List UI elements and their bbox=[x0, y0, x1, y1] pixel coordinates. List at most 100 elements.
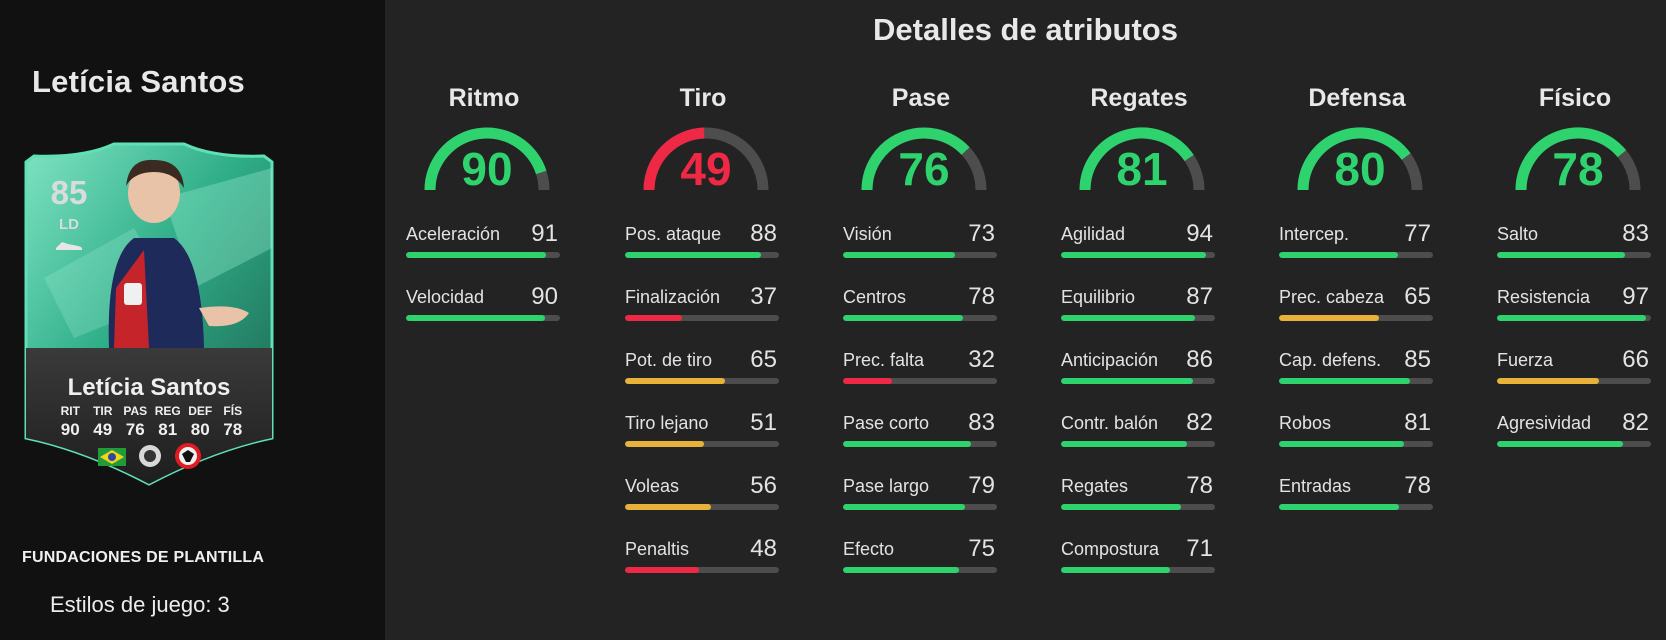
attribute-name: Equilibrio bbox=[1061, 287, 1136, 307]
attribute-bar-fill bbox=[1497, 315, 1647, 321]
attribute-row: Regates 78 bbox=[1059, 472, 1219, 516]
attribute-value: 73 bbox=[968, 220, 995, 247]
playstyles-count: Estilos de juego: 3 bbox=[50, 592, 230, 617]
attribute-bar bbox=[843, 504, 997, 510]
category-title: Regates bbox=[1090, 84, 1188, 112]
attribute-name: Entradas bbox=[1279, 476, 1352, 496]
card-rating: 85 bbox=[50, 174, 88, 211]
card-badges bbox=[98, 443, 201, 469]
attribute-bar bbox=[625, 441, 779, 447]
card-position: LD bbox=[59, 216, 79, 233]
category-rating: 78 bbox=[1552, 143, 1604, 195]
attribute-value: 66 bbox=[1622, 346, 1649, 373]
attribute-bar bbox=[1061, 378, 1215, 384]
attribute-bar-fill bbox=[1279, 378, 1410, 384]
card-stat-value: 76 bbox=[125, 420, 145, 439]
card-stat-label: FÍS bbox=[223, 404, 243, 418]
attribute-row: Centros 78 bbox=[841, 283, 1001, 327]
gauge-fill bbox=[643, 127, 705, 191]
attribute-column-fisico: Físico 78 Salto 83 Resistencia 97 Fuerza 66 Agre… bbox=[1495, 80, 1655, 620]
attribute-bar-fill bbox=[625, 378, 726, 384]
attribute-value: 85 bbox=[1404, 346, 1431, 373]
attribute-bar bbox=[1061, 504, 1215, 510]
attribute-bar-fill bbox=[1279, 315, 1380, 321]
card-stat-label: PAS bbox=[123, 404, 148, 418]
attribute-row: Contr. balón 82 bbox=[1059, 409, 1219, 453]
attribute-bar bbox=[406, 252, 560, 258]
category-rating: 81 bbox=[1116, 143, 1168, 195]
attribute-row: Pase corto 83 bbox=[841, 409, 1001, 453]
player-card[interactable]: 85 LD Letícia Santos RIT TIR PAS REG DEF FÍS 9… bbox=[14, 138, 284, 488]
attribute-name: Penaltis bbox=[625, 539, 690, 559]
attribute-value: 65 bbox=[1404, 283, 1431, 310]
card-stat-label: TIR bbox=[93, 404, 113, 418]
card-stat-value: 90 bbox=[60, 420, 80, 439]
gauge-fill bbox=[1079, 127, 1194, 191]
attribute-value: 65 bbox=[750, 346, 777, 373]
attribute-name: Efecto bbox=[843, 539, 895, 559]
attribute-value: 91 bbox=[531, 220, 558, 247]
attribute-bar-fill bbox=[843, 315, 964, 321]
player-portrait-icon bbox=[108, 159, 249, 348]
attribute-bar bbox=[843, 378, 997, 384]
card-stat-value: 78 bbox=[223, 420, 243, 439]
attribute-value: 94 bbox=[1186, 220, 1213, 247]
attribute-name: Visión bbox=[843, 224, 892, 244]
attribute-bar-fill bbox=[843, 252, 956, 258]
attribute-bar bbox=[1279, 378, 1433, 384]
attribute-bar bbox=[843, 315, 997, 321]
attribute-bar bbox=[1061, 567, 1215, 573]
attribute-value: 78 bbox=[1186, 472, 1213, 499]
card-stat-value: 81 bbox=[158, 420, 178, 439]
attribute-value: 37 bbox=[750, 283, 777, 310]
attribute-bar bbox=[1497, 252, 1651, 258]
attribute-bar-fill bbox=[625, 441, 704, 447]
attribute-row: Penaltis 48 bbox=[623, 535, 783, 579]
category-title: Tiro bbox=[679, 84, 727, 112]
attribute-name: Contr. balón bbox=[1061, 413, 1159, 433]
league-logo-icon bbox=[139, 445, 161, 467]
attribute-bar bbox=[843, 252, 997, 258]
attribute-column-defensa: Defensa 80 Intercep. 77 Prec. cabeza 65 Cap. d… bbox=[1277, 80, 1437, 620]
attribute-row: Pos. ataque 88 bbox=[623, 220, 783, 264]
attribute-name: Pos. ataque bbox=[625, 224, 722, 244]
attribute-name: Regates bbox=[1061, 476, 1129, 496]
player-panel: Letícia Santos bbox=[0, 0, 385, 640]
attribute-bar-fill bbox=[1279, 504, 1400, 510]
attribute-bar-fill bbox=[625, 252, 761, 258]
card-stat-label: REG bbox=[154, 404, 181, 418]
attribute-bar-fill bbox=[406, 252, 547, 258]
attribute-row: Efecto 75 bbox=[841, 535, 1001, 579]
attribute-value: 78 bbox=[968, 283, 995, 310]
category-gauge bbox=[1515, 127, 1641, 191]
category-rating: 80 bbox=[1334, 143, 1386, 195]
attribute-row: Prec. cabeza 65 bbox=[1277, 283, 1437, 327]
attribute-row: Anticipación 86 bbox=[1059, 346, 1219, 390]
card-frame bbox=[24, 142, 274, 486]
attribute-bar-fill bbox=[1061, 378, 1194, 384]
attribute-bar bbox=[1497, 441, 1651, 447]
attribute-name: Agresividad bbox=[1497, 413, 1592, 433]
attribute-value: 71 bbox=[1186, 535, 1213, 562]
attribute-value: 83 bbox=[968, 409, 995, 436]
attribute-bar bbox=[625, 315, 779, 321]
attribute-bar-fill bbox=[406, 315, 545, 321]
card-stat-value: 49 bbox=[93, 420, 113, 439]
attribute-row: Salto 83 bbox=[1495, 220, 1655, 264]
attribute-value: 82 bbox=[1186, 409, 1213, 436]
attribute-bar-fill bbox=[1497, 252, 1625, 258]
attribute-column-tiro: Tiro 49 Pos. ataque 88 Finalización 37 Pot. de… bbox=[623, 80, 783, 620]
player-name-title: Letícia Santos bbox=[32, 64, 245, 99]
gauge-fill bbox=[1515, 127, 1627, 191]
page-title: Detalles de atributos bbox=[873, 12, 1178, 47]
attribute-bar bbox=[1061, 252, 1215, 258]
attribute-name: Prec. cabeza bbox=[1279, 287, 1385, 307]
attribute-row: Robos 81 bbox=[1277, 409, 1437, 453]
category-title: Pase bbox=[891, 84, 951, 112]
attribute-bar-fill bbox=[625, 567, 699, 573]
card-stat-label: DEF bbox=[188, 404, 213, 418]
attribute-bar-fill bbox=[1061, 567, 1171, 573]
attribute-bar-fill bbox=[1061, 504, 1182, 510]
attribute-value: 32 bbox=[968, 346, 995, 373]
attribute-name: Fuerza bbox=[1497, 350, 1554, 370]
